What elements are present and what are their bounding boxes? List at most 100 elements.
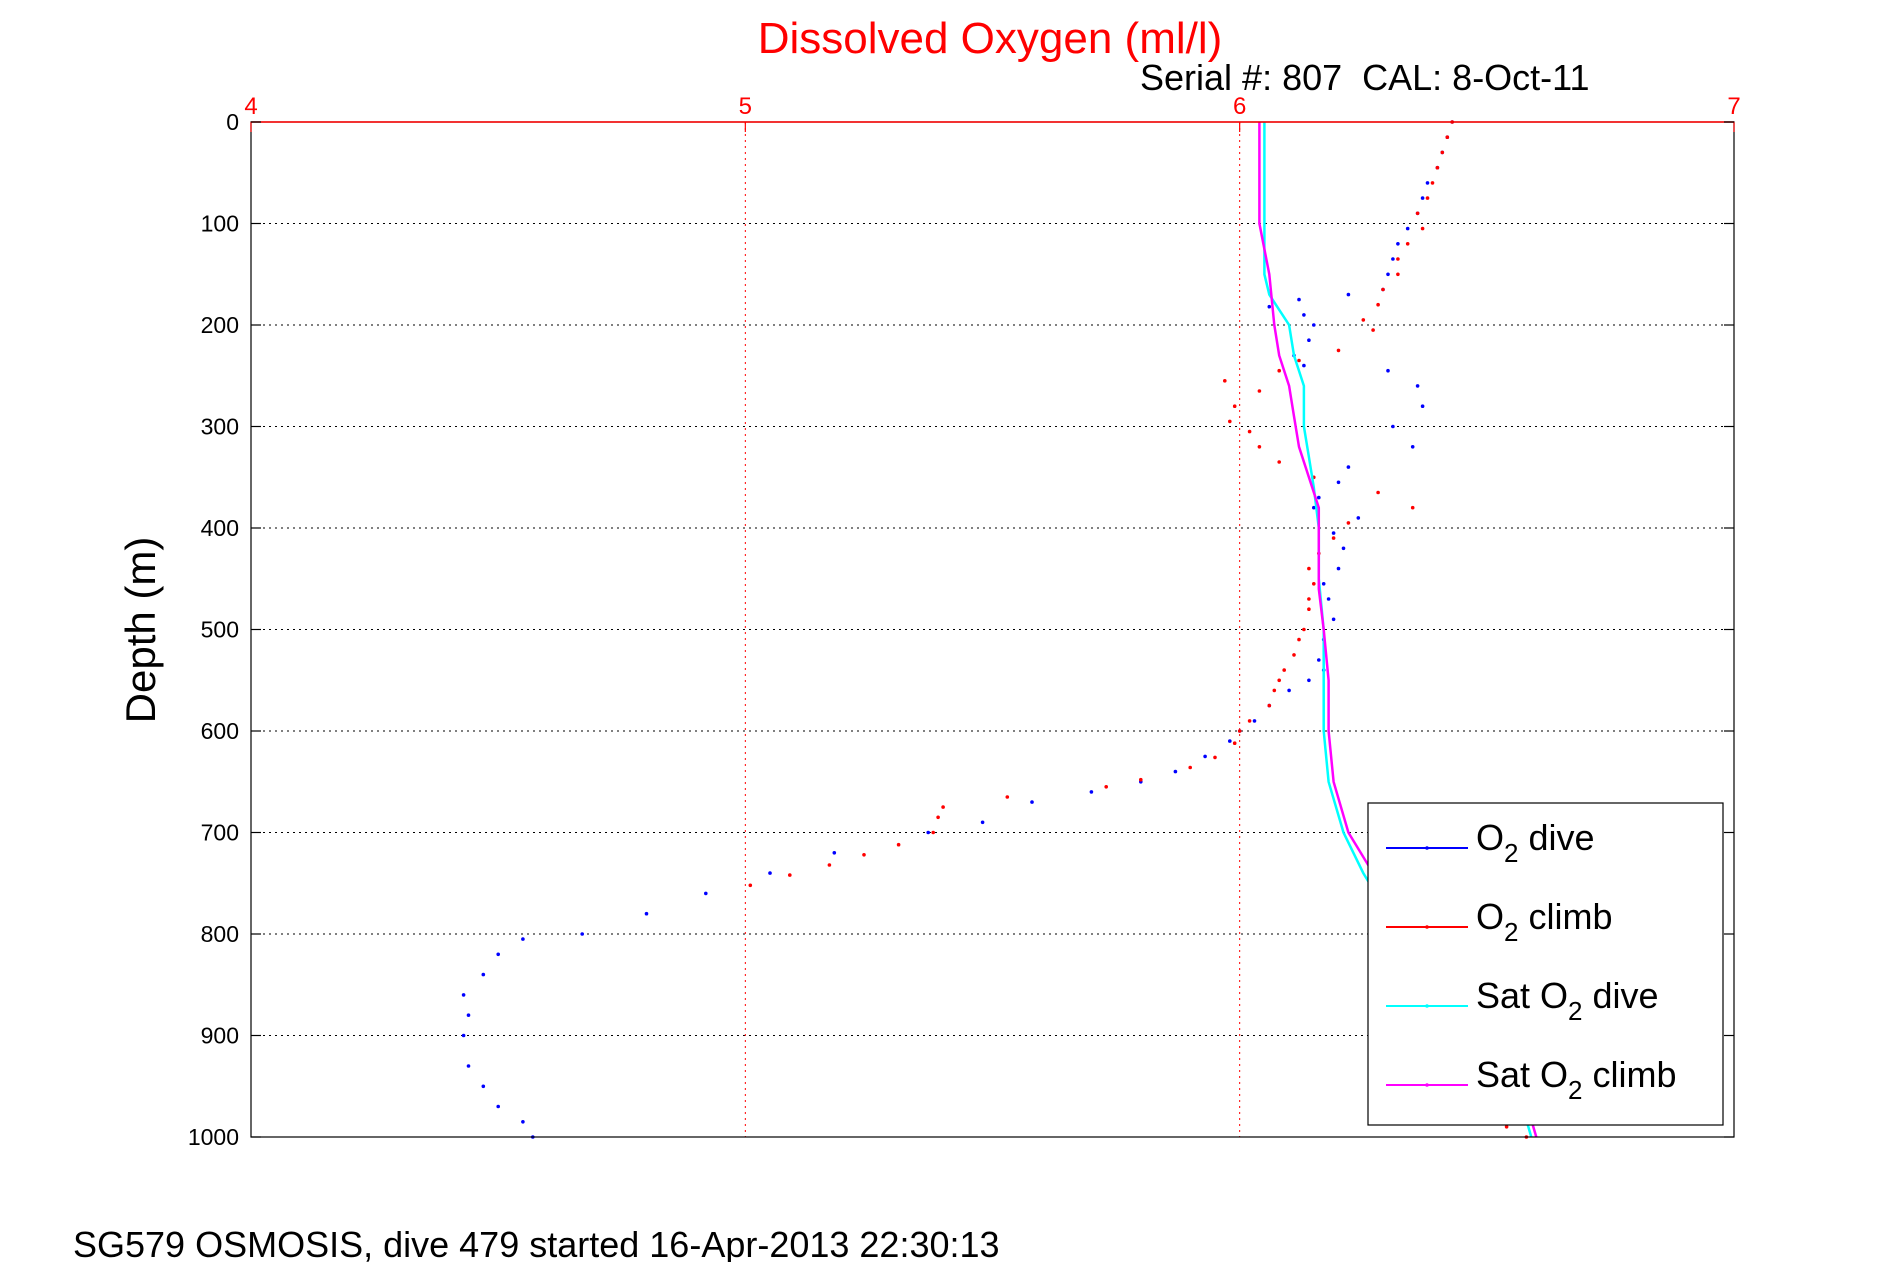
y-tick-label: 600 xyxy=(201,718,239,744)
axes: 4 5 6 7 0 100 200 300 400 500 600 700 800 900 1000 xyxy=(188,93,1741,1150)
data-point xyxy=(1312,505,1316,510)
data-point xyxy=(1312,582,1316,586)
data-point xyxy=(704,891,708,896)
data-point xyxy=(461,993,466,997)
data-point xyxy=(788,873,792,877)
legend-marker xyxy=(1425,1004,1429,1008)
y-tick-label: 900 xyxy=(201,1023,239,1049)
data-point xyxy=(1104,785,1108,789)
data-point xyxy=(1237,729,1242,733)
data-point xyxy=(1292,653,1296,657)
legend-item-sat-dive: Sat O2 dive xyxy=(1386,975,1659,1026)
data-point xyxy=(1445,135,1450,139)
data-point xyxy=(1282,668,1286,672)
x-tick-label: 4 xyxy=(244,93,257,120)
data-point xyxy=(521,1120,525,1124)
data-point xyxy=(1297,358,1301,363)
legend-item-sat-climb: Sat O2 climb xyxy=(1386,1054,1677,1105)
data-point xyxy=(1386,368,1390,373)
data-point xyxy=(941,805,945,809)
data-point xyxy=(1139,777,1143,782)
y-tick-label: 0 xyxy=(226,109,239,135)
y-axis-label: Depth (m) xyxy=(117,537,164,724)
data-point xyxy=(1356,516,1361,520)
data-point xyxy=(466,1013,471,1017)
data-point xyxy=(1188,765,1192,770)
y-tick-label: 400 xyxy=(201,515,239,541)
data-point xyxy=(1297,637,1301,642)
data-point xyxy=(1425,181,1430,185)
data-point xyxy=(1376,490,1380,495)
y-tick-label: 300 xyxy=(201,414,239,440)
data-point xyxy=(862,853,866,857)
data-point xyxy=(1232,741,1237,745)
data-point xyxy=(1317,658,1321,662)
data-point xyxy=(1307,338,1311,343)
data-point xyxy=(1435,165,1440,170)
data-point xyxy=(1415,211,1420,216)
data-point xyxy=(1277,368,1281,373)
legend-item-o2-climb: O2 climb xyxy=(1386,896,1613,947)
y-tick-label: 700 xyxy=(201,820,239,846)
data-point xyxy=(1302,313,1306,317)
data-point xyxy=(1346,521,1351,525)
data-point xyxy=(1228,419,1232,424)
data-point xyxy=(1376,302,1380,307)
data-point xyxy=(1312,323,1316,327)
data-point xyxy=(1267,304,1272,309)
data-point xyxy=(1257,445,1262,449)
data-point xyxy=(1331,617,1336,622)
data-point xyxy=(1252,719,1257,723)
data-point xyxy=(1247,429,1252,434)
y-tick-label: 200 xyxy=(201,312,239,338)
data-point xyxy=(580,932,584,936)
data-point xyxy=(768,871,772,875)
data-point xyxy=(1277,460,1281,464)
data-point xyxy=(1410,505,1415,510)
data-point xyxy=(1391,257,1395,261)
data-point xyxy=(980,820,985,825)
data-point xyxy=(1504,1125,1509,1129)
data-point xyxy=(1346,292,1351,297)
data-point xyxy=(1272,688,1277,693)
data-point xyxy=(1307,597,1311,601)
data-point xyxy=(644,911,649,916)
data-point xyxy=(1232,404,1237,409)
x-tick-label: 6 xyxy=(1233,93,1246,120)
data-point xyxy=(1331,531,1336,535)
data-point xyxy=(1396,272,1400,277)
legend-box xyxy=(1367,802,1724,1126)
chart-subtitle: Serial #: 807 CAL: 8-Oct-11 xyxy=(1140,57,1590,98)
data-point xyxy=(1307,678,1311,683)
data-point xyxy=(496,1104,501,1109)
legend-label: O2 climb xyxy=(1476,896,1613,947)
data-point xyxy=(1341,546,1346,551)
data-point xyxy=(1307,607,1311,611)
data-point xyxy=(1396,242,1400,246)
data-point xyxy=(1277,678,1281,683)
data-point xyxy=(481,972,486,977)
data-point xyxy=(1030,800,1034,804)
y-tick-label: 1000 xyxy=(188,1124,239,1150)
data-point xyxy=(1267,703,1272,708)
data-point xyxy=(1317,495,1321,500)
data-point xyxy=(1005,795,1010,799)
data-point xyxy=(1425,196,1430,200)
data-point xyxy=(896,842,901,847)
data-point xyxy=(1297,297,1301,302)
data-point xyxy=(748,883,753,888)
data-point xyxy=(931,830,935,835)
data-point xyxy=(1089,790,1094,794)
x-tick-label: 5 xyxy=(739,93,752,120)
legend-marker xyxy=(1425,925,1429,929)
x-tick-label: 7 xyxy=(1727,93,1740,120)
grid-lines xyxy=(251,122,1734,1137)
data-point xyxy=(481,1084,486,1089)
data-point xyxy=(1405,226,1410,231)
data-point xyxy=(1203,754,1207,759)
data-point xyxy=(521,937,525,941)
legend-label: Sat O2 climb xyxy=(1476,1054,1677,1105)
data-point xyxy=(832,851,837,855)
data-point xyxy=(1213,755,1217,760)
